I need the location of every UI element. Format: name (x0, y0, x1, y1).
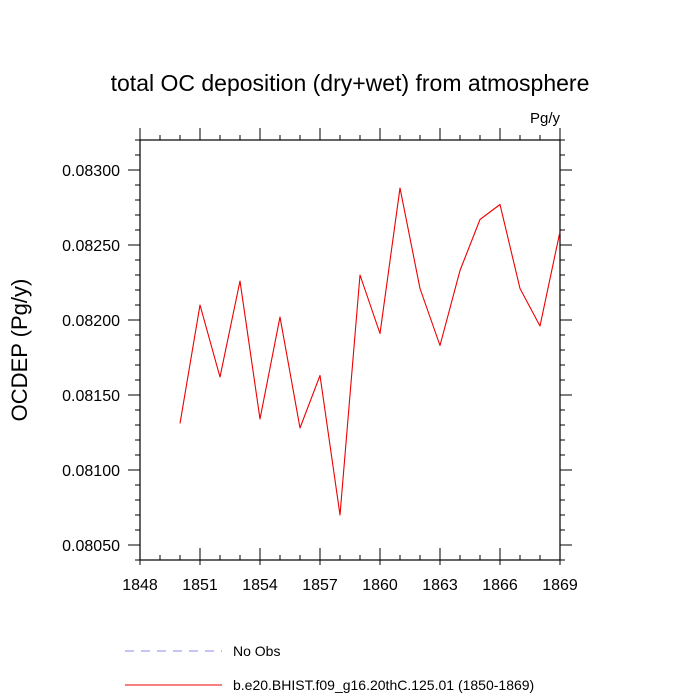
plot-frame (139, 139, 561, 561)
x-tick-label: 1848 (122, 577, 158, 594)
y-tick-label: 0.08300 (62, 163, 120, 180)
x-tick-label: 1863 (422, 577, 458, 594)
legend-label: No Obs (233, 643, 280, 659)
legend: No Obs b.e20.BHIST.f09_g16.20thC.125.01 (… (125, 643, 534, 693)
y-tick-label: 0.08250 (62, 238, 120, 255)
y-tick-label: 0.08150 (62, 388, 120, 405)
chart-title: total OC deposition (dry+wet) from atmos… (111, 70, 590, 96)
x-tick-label: 1866 (482, 577, 518, 594)
y-tick-label: 0.08050 (62, 538, 120, 555)
x-tick-label: 1857 (302, 577, 338, 594)
x-tick-label: 1869 (542, 577, 578, 594)
units-label: Pg/y (530, 110, 561, 127)
series-layer (179, 187, 561, 516)
x-tick-label: 1851 (182, 577, 218, 594)
legend-label: b.e20.BHIST.f09_g16.20thC.125.01 (1850-1… (233, 677, 534, 693)
series-line (179, 187, 561, 516)
x-tick-label: 1860 (362, 577, 398, 594)
x-axis-ticks: 1848 1851 1854 1857 1860 1863 1866 1869 (122, 128, 578, 594)
y-tick-label: 0.08100 (62, 463, 120, 480)
x-tick-label: 1854 (242, 577, 278, 594)
y-axis-label: OCDEP (Pg/y) (7, 279, 32, 422)
y-axis-ticks: 0.08050 0.08100 0.08150 0.08200 0.08250 0.083… (62, 139, 572, 561)
y-tick-label: 0.08200 (62, 313, 120, 330)
